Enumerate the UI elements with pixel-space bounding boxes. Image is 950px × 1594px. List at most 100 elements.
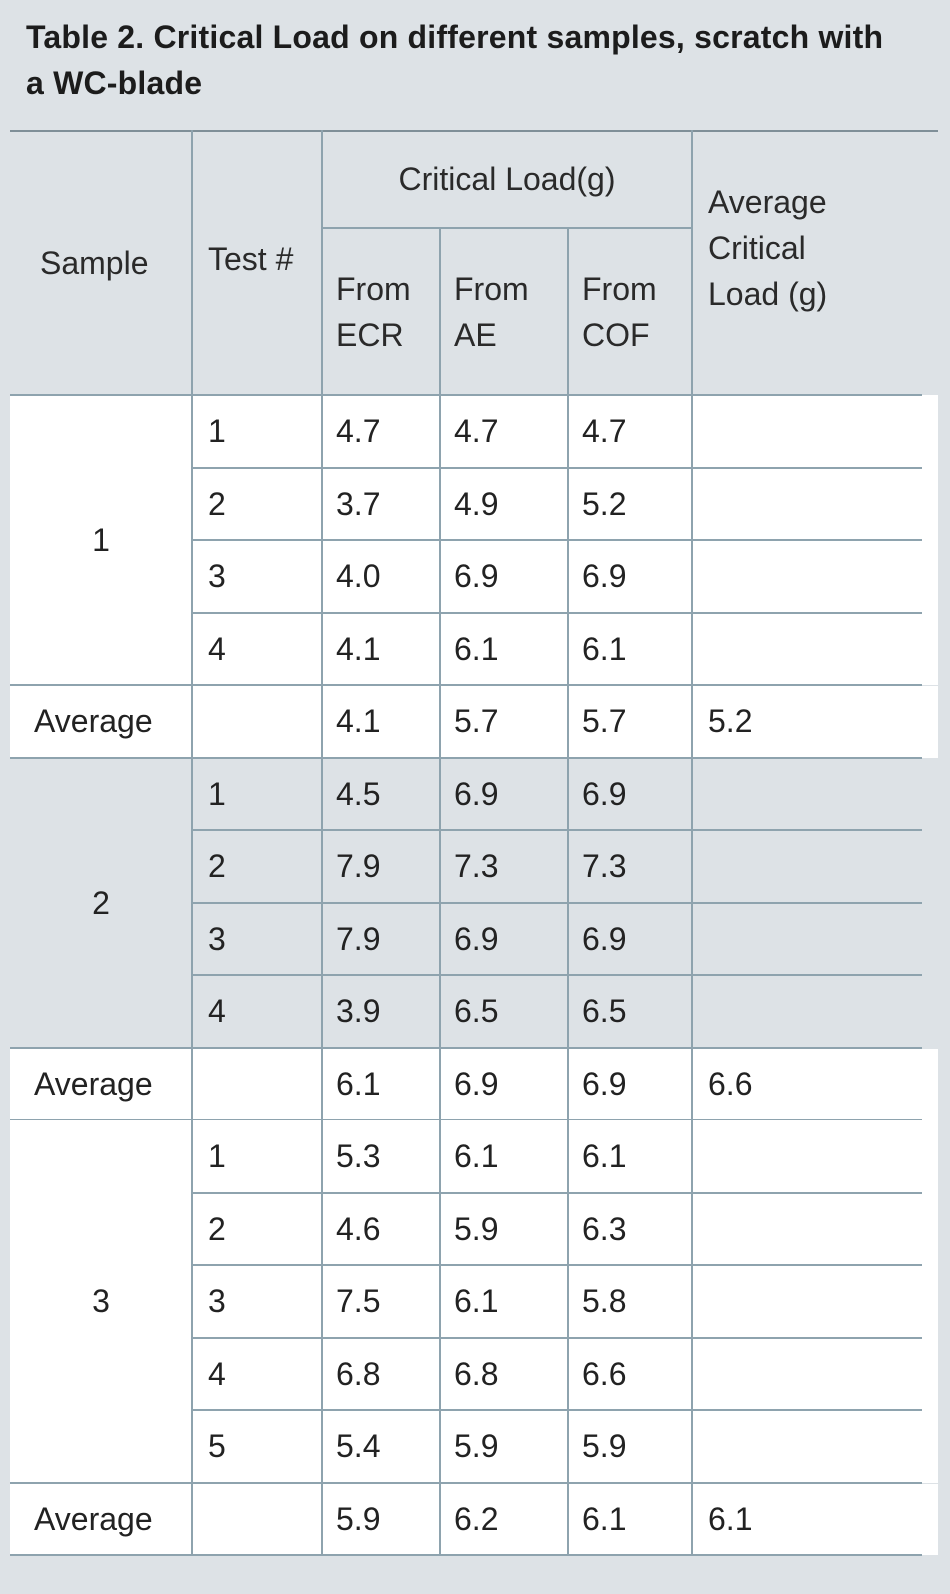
value-ecr-text: 3.9 (336, 993, 381, 1030)
value-ae-text: 6.5 (454, 993, 499, 1030)
value-cof: 5.2 (568, 468, 692, 541)
value-ae: 6.9 (440, 903, 568, 976)
col-rule (439, 757, 441, 1048)
test-number-text: 2 (208, 1210, 226, 1247)
col-rule (691, 1120, 693, 1483)
average-label-text: Average (34, 1065, 153, 1102)
test-number: 1 (192, 758, 322, 831)
header-sub-rule (322, 227, 692, 229)
col-rule (567, 1120, 569, 1483)
value-ecr: 4.5 (322, 758, 440, 831)
value-cof: 6.5 (568, 975, 692, 1048)
col-rule (691, 757, 693, 1048)
header-test: Test # (192, 130, 322, 387)
group-bottom-rule (10, 1046, 922, 1049)
value-cof-text: 6.3 (582, 1210, 627, 1247)
value-cof: 6.9 (568, 540, 692, 613)
value-ecr: 5.3 (322, 1120, 440, 1193)
value-ae-text: 4.7 (454, 413, 499, 450)
value-ae-text: 6.9 (454, 775, 499, 812)
table-row-rule (192, 1409, 922, 1411)
col-rule (321, 395, 323, 685)
average-overall-text: 6.6 (708, 1065, 753, 1102)
average-overall: 6.1 (692, 1483, 922, 1556)
col-rule (567, 685, 569, 758)
col-rule (691, 395, 693, 685)
test-number-text: 3 (208, 920, 226, 957)
header-col-rule (691, 130, 693, 395)
test-number-text: 3 (208, 1283, 226, 1320)
table-row-rule (192, 974, 922, 976)
test-number-text: 3 (208, 558, 226, 595)
col-rule (321, 1047, 323, 1120)
average-ae: 6.9 (440, 1048, 568, 1121)
top-rule (10, 130, 938, 132)
average-ecr: 5.9 (322, 1483, 440, 1556)
value-ecr: 3.7 (322, 468, 440, 541)
value-ecr-text: 5.4 (336, 1428, 381, 1465)
value-ecr-text: 7.9 (336, 848, 381, 885)
table-row-rule (192, 829, 922, 831)
col-rule (321, 685, 323, 758)
col-rule (321, 1120, 323, 1483)
test-number-text: 4 (208, 630, 226, 667)
average-ae-text: 6.9 (454, 1065, 499, 1102)
value-cof-text: 4.7 (582, 413, 627, 450)
table-row-rule (192, 466, 922, 469)
header-sample-text: Sample (40, 244, 149, 281)
average-ae-text: 6.2 (454, 1500, 499, 1537)
header-average-critical-load: Average Critical Load (g) (692, 130, 938, 365)
value-cof-text: 7.3 (582, 848, 627, 885)
test-number: 4 (192, 1338, 322, 1411)
header-from-ae-text: From AE (454, 270, 529, 353)
average-ecr-text: 6.1 (336, 1065, 381, 1102)
value-ae-text: 5.9 (454, 1428, 499, 1465)
group-3-bg (10, 1120, 938, 1483)
value-ae-text: 6.9 (454, 920, 499, 957)
value-ae: 7.3 (440, 830, 568, 903)
value-ecr-text: 4.7 (336, 413, 381, 450)
average-ecr-text: 5.9 (336, 1500, 381, 1537)
value-ae: 4.7 (440, 395, 568, 468)
value-ae: 6.9 (440, 540, 568, 613)
value-cof: 4.7 (568, 395, 692, 468)
col-rule (321, 1482, 323, 1555)
test-number: 3 (192, 1265, 322, 1338)
table-row-rule (192, 901, 922, 904)
value-ae-text: 6.1 (454, 630, 499, 667)
value-ecr: 5.4 (322, 1410, 440, 1483)
value-cof: 5.9 (568, 1410, 692, 1483)
col-rule (439, 1047, 441, 1120)
average-cof-text: 6.1 (582, 1500, 627, 1537)
value-ecr: 4.6 (322, 1193, 440, 1266)
header-from-ecr: From ECR (322, 228, 440, 395)
average-ae-text: 5.7 (454, 703, 499, 740)
value-cof: 6.1 (568, 1120, 692, 1193)
col-rule (691, 685, 693, 758)
value-ae-text: 6.1 (454, 1283, 499, 1320)
value-ae-text: 5.9 (454, 1210, 499, 1247)
value-ae: 6.5 (440, 975, 568, 1048)
col-rule (439, 395, 441, 685)
value-ae-text: 6.9 (454, 558, 499, 595)
test-number: 5 (192, 1410, 322, 1483)
test-number: 1 (192, 395, 322, 468)
value-ae: 6.1 (440, 1265, 568, 1338)
value-ecr-text: 4.5 (336, 775, 381, 812)
average-cof-text: 5.7 (582, 703, 627, 740)
header-from-cof: From COF (568, 228, 692, 395)
test-number: 4 (192, 613, 322, 686)
col-rule (191, 1120, 193, 1483)
test-number: 3 (192, 540, 322, 613)
col-rule (439, 1120, 441, 1483)
test-number: 4 (192, 975, 322, 1048)
value-ae-text: 7.3 (454, 848, 499, 885)
group-bottom-rule (10, 1481, 922, 1484)
test-number-text: 4 (208, 993, 226, 1030)
test-number-text: 2 (208, 485, 226, 522)
col-rule (567, 1482, 569, 1555)
sample-label: 2 (10, 758, 192, 1048)
table-row-rule (192, 539, 922, 541)
average-row-bg (10, 1048, 938, 1120)
